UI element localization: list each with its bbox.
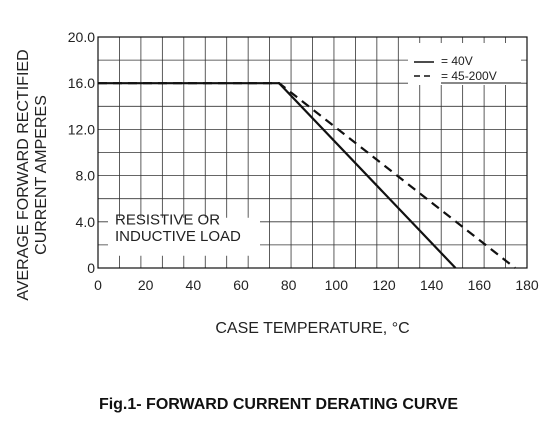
y-axis-title-line-1: AVERAGE FORWARD RECTIFIED	[15, 49, 32, 300]
figure-caption: Fig.1- FORWARD CURRENT DERATING CURVE	[98, 396, 459, 413]
x-axis-title: CASE TEMPERATURE, °C	[215, 320, 409, 337]
y-tick-label: 16.0	[68, 75, 95, 91]
x-tick-label: 80	[281, 277, 297, 293]
grid-lines	[98, 37, 527, 268]
legend-label-40v: = 40V	[441, 54, 473, 68]
plot-frame	[97, 36, 528, 269]
x-tick-label: 140	[420, 277, 444, 293]
tick-labels: 0 20 40 60 80 100 120 140 160 180 0 4.0 8.0 12.0 16.0 2…	[68, 29, 539, 293]
legend-background	[408, 43, 521, 85]
x-tick-label: 40	[186, 277, 202, 293]
y-tick-label: 8.0	[76, 168, 96, 184]
x-tick-label: 180	[515, 277, 539, 293]
series-line-45-200v	[98, 82, 516, 269]
y-axis-title-line-2: CURRENT AMPERES	[33, 95, 50, 255]
series-lines	[98, 82, 516, 269]
x-tick-label: 20	[138, 277, 154, 293]
x-tick-label: 60	[233, 277, 249, 293]
annotation-background	[108, 217, 260, 256]
y-tick-label: 20.0	[68, 29, 95, 45]
x-tick-label: 160	[468, 277, 492, 293]
y-tick-label: 4.0	[76, 214, 96, 230]
y-tick-label: 12.0	[68, 121, 95, 137]
annotation-line-1: RESISTIVE OR	[115, 212, 220, 229]
derating-chart: 0 20 40 60 80 100 120 140 160 180 0 4.0 8.0 12.0 16.0 2…	[15, 29, 539, 337]
x-tick-label: 120	[372, 277, 396, 293]
annotation-line-2: INDUCTIVE LOAD	[115, 228, 241, 245]
legend-label-45-200v: = 45-200V	[441, 69, 497, 83]
x-tick-label: 100	[325, 277, 349, 293]
x-tick-label: 0	[94, 277, 102, 293]
y-tick-label: 0	[87, 260, 95, 276]
legend: = 40V = 45-200V	[408, 43, 521, 85]
